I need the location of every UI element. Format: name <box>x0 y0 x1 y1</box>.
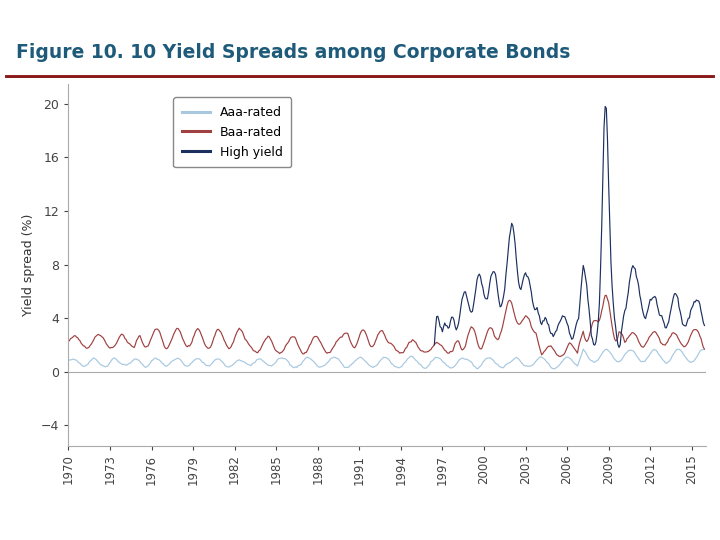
Text: 39: 39 <box>690 519 709 533</box>
Y-axis label: Yield spread (%): Yield spread (%) <box>22 213 35 316</box>
Legend: Aaa-rated, Baa-rated, High yield: Aaa-rated, Baa-rated, High yield <box>174 97 292 167</box>
Text: Copyright © 2017  McGraw-Hill Education. All rights reserved. No reproduction or: Copyright © 2017 McGraw-Hill Education. … <box>7 523 562 529</box>
Text: Figure 10. 10 Yield Spreads among Corporate Bonds: Figure 10. 10 Yield Spreads among Corpor… <box>16 43 570 62</box>
